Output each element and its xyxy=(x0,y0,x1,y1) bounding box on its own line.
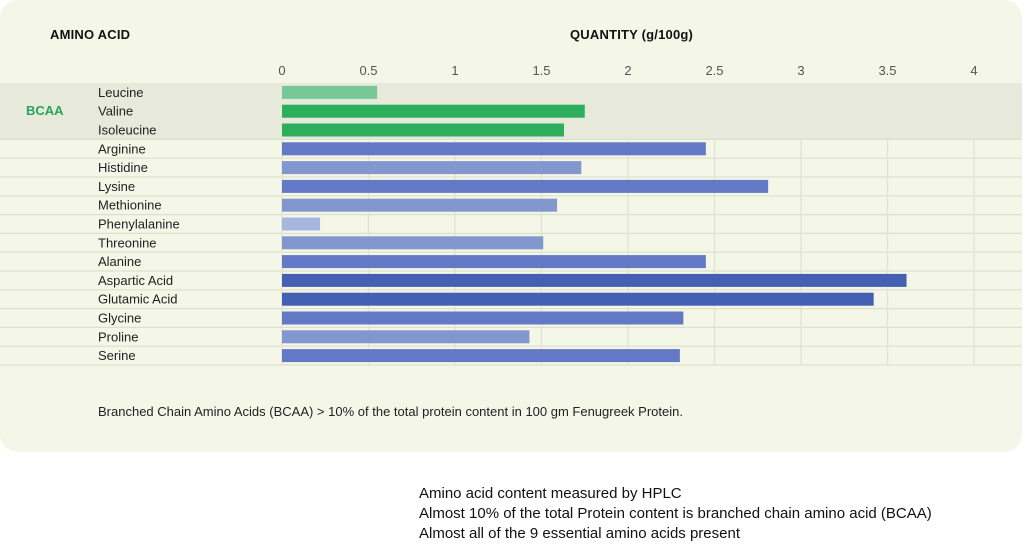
category-label: Histidine xyxy=(98,160,148,175)
category-label: Arginine xyxy=(98,141,146,156)
x-tick-label: 3.5 xyxy=(878,63,896,78)
bar xyxy=(282,236,544,250)
x-tick-label: 1.5 xyxy=(532,63,550,78)
category-label: Glycine xyxy=(98,311,141,326)
bar xyxy=(282,85,378,99)
x-tick-label: 4 xyxy=(970,63,977,78)
x-tick-label: 0 xyxy=(278,63,285,78)
note-line: Almost 10% of the total Protein content … xyxy=(419,505,932,522)
bar xyxy=(282,330,530,344)
bar xyxy=(282,142,706,156)
bar xyxy=(282,292,874,306)
bar xyxy=(282,104,585,118)
category-label: Threonine xyxy=(98,235,157,250)
category-label: Serine xyxy=(98,348,136,363)
notes-list: Amino acid content measured by HPLC Almo… xyxy=(419,484,932,544)
chart-card: AMINO ACID QUANTITY (g/100g) BCAA 0 0.5 1 1… xyxy=(0,0,1022,452)
x-tick-label: 3 xyxy=(797,63,804,78)
bar xyxy=(282,161,582,175)
category-label: Alanine xyxy=(98,254,141,269)
category-label: Glutamic Acid xyxy=(98,292,177,307)
x-tick-label: 0.5 xyxy=(359,63,377,78)
bar xyxy=(282,255,706,269)
category-label: Leucine xyxy=(98,85,144,100)
x-tick-label: 2.5 xyxy=(705,63,723,78)
amino-acid-column-header: AMINO ACID xyxy=(50,27,131,42)
footnote: Branched Chain Amino Acids (BCAA) > 10% … xyxy=(98,404,683,419)
bar xyxy=(282,198,558,212)
note-line: Amino acid content measured by HPLC xyxy=(419,485,682,502)
x-tick-label: 1 xyxy=(451,63,458,78)
amino-acid-bar-chart: 0 0.5 1 1.5 2 2.5 3 3.5 4 Leucine Valine Isoleucine… xyxy=(0,63,1022,366)
bar xyxy=(282,217,321,231)
category-label: Phenylalanine xyxy=(98,217,180,232)
bar xyxy=(282,349,680,363)
x-tick-label: 2 xyxy=(624,63,631,78)
bcaa-group-label: BCAA xyxy=(26,103,64,118)
bar xyxy=(282,273,907,287)
category-label: Valine xyxy=(98,104,133,119)
quantity-column-header: QUANTITY (g/100g) xyxy=(570,27,694,42)
category-label: Proline xyxy=(98,329,138,344)
bar xyxy=(282,179,769,193)
category-label: Isoleucine xyxy=(98,123,157,138)
note-line: Almost all of the 9 essential amino acid… xyxy=(419,525,740,542)
category-label: Methionine xyxy=(98,198,162,213)
bar xyxy=(282,311,684,325)
bar xyxy=(282,123,564,137)
category-label: Aspartic Acid xyxy=(98,273,173,288)
category-label: Lysine xyxy=(98,179,135,194)
